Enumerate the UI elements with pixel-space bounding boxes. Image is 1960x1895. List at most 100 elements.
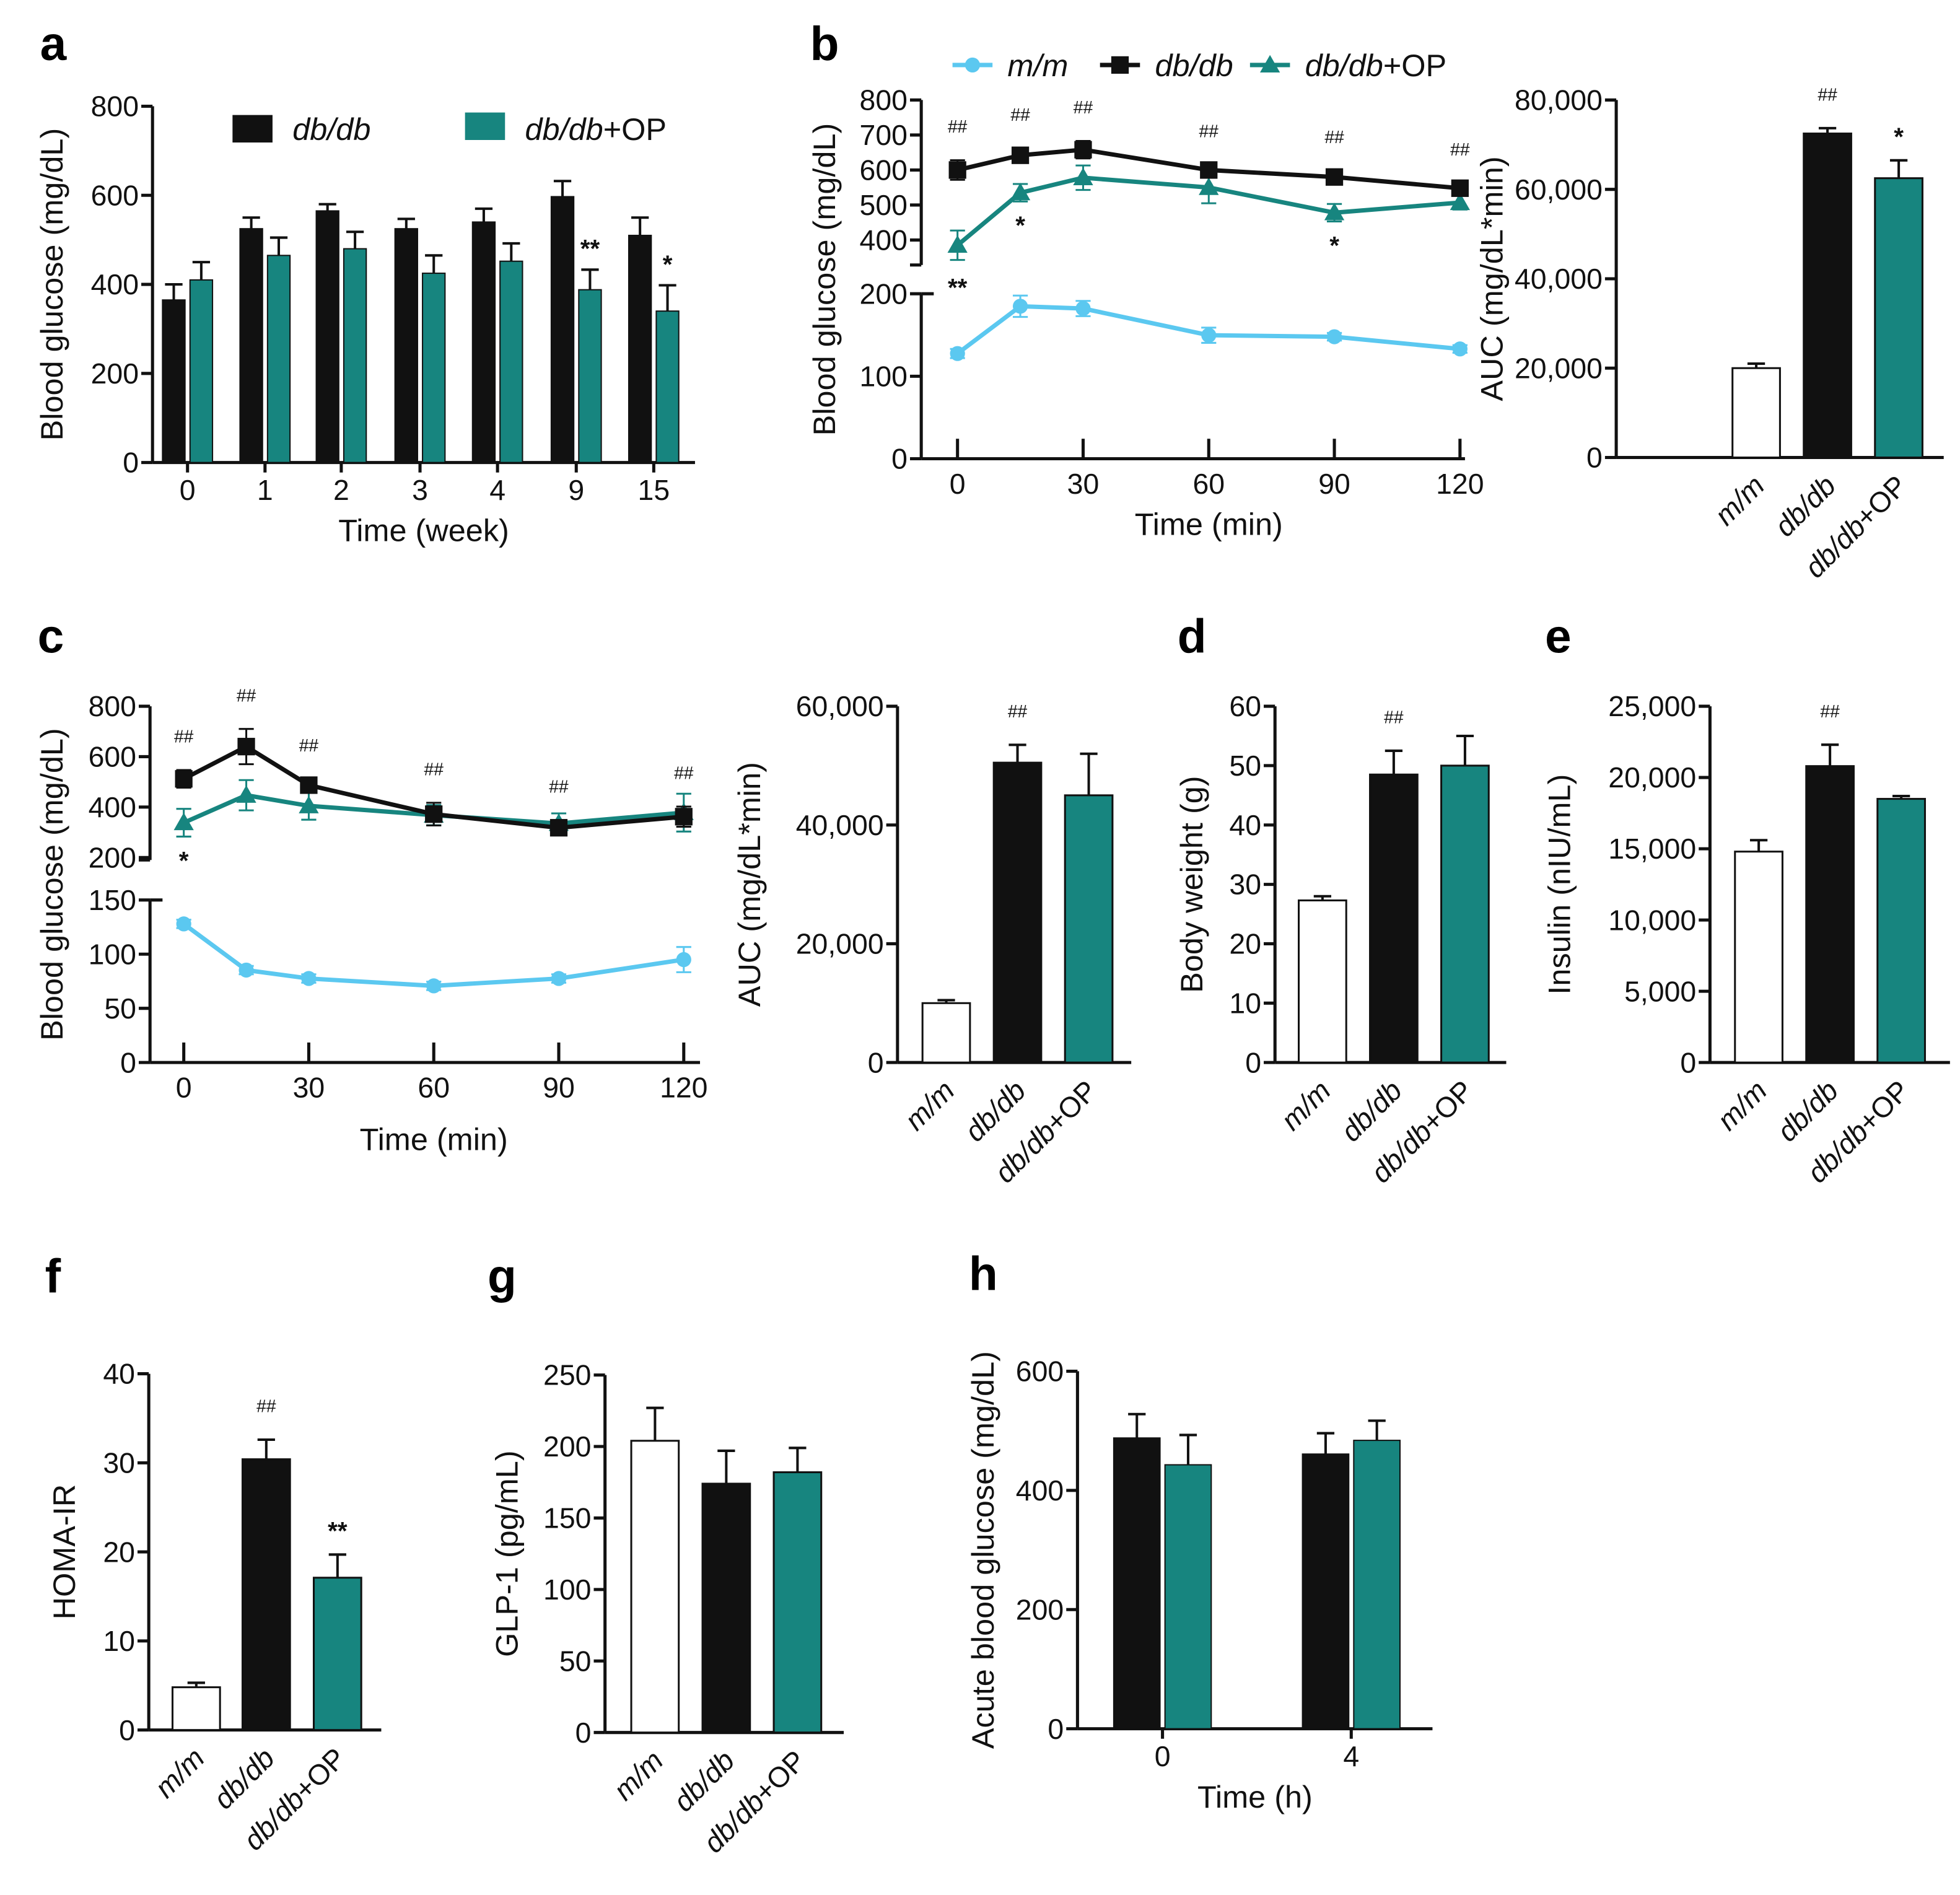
panel-b1-letter: b	[810, 18, 839, 71]
panel-b1-point-mm	[1452, 341, 1468, 357]
panel-c1-line-db	[183, 744, 685, 830]
panel-c1-significance-hash: ##	[674, 763, 694, 783]
panel-b1-point-op	[1450, 192, 1470, 211]
panel-b1-x-tick-label: 120	[1436, 468, 1484, 500]
panel-d-y-tick-label: 50	[1229, 750, 1261, 782]
panel-b1-point-db	[1451, 179, 1469, 197]
panel-d-letter: d	[1178, 610, 1207, 663]
panel-c1-upper-y-tick-label: 600	[89, 741, 136, 773]
panel-a-bar-db	[315, 210, 339, 463]
panel-b1-point-db	[1325, 168, 1344, 186]
panel-b1-point-op	[1324, 203, 1345, 221]
panel-d-bar-mm	[1298, 899, 1347, 1064]
panel-h-x-tick-label: 4	[1343, 1740, 1359, 1772]
panel-e-y-tick-label: 5,000	[1624, 975, 1696, 1007]
panel-f-y-axis-title: HOMA-IR	[46, 1484, 82, 1620]
panel-a-bar-op	[343, 248, 367, 463]
panel-c1-point-db	[175, 770, 193, 788]
panel-e-y-tick-label: 20,000	[1608, 761, 1696, 794]
panel-a-x-tick-label: 15	[638, 474, 670, 506]
panel-a-x-tick-label: 3	[412, 474, 428, 506]
panel-b1-point-mm	[1075, 300, 1091, 317]
panel-c1-point-mm	[551, 971, 567, 986]
panel-b1-point-mm	[1012, 299, 1028, 314]
panel-c1-upper-y-tick-label: 400	[89, 791, 136, 823]
panel-b1-significance: *	[1329, 231, 1339, 260]
panel-f-y-tick-label: 40	[103, 1358, 135, 1390]
panel-c1-point-db	[675, 808, 693, 826]
panel-b2-y-tick-label: 60,000	[1515, 173, 1603, 206]
panel-a-bar-db	[394, 228, 418, 463]
panel-b2-significance: *	[1894, 123, 1904, 151]
panel-g-bar-op	[772, 1471, 823, 1734]
panel-b1-significance: **	[948, 273, 968, 302]
panel-c1-lower-y-tick-label: 150	[89, 884, 136, 916]
panel-a-legend-swatch-db	[232, 115, 273, 143]
panel-f-y-tick-label: 0	[119, 1714, 135, 1746]
panel-c1-significance: *	[179, 846, 189, 875]
panel-h-x-tick-label: 0	[1155, 1740, 1171, 1772]
panel-c1-point-db	[237, 738, 255, 756]
panel-a-legend-swatch-op	[465, 112, 505, 140]
panel-c1-point-db	[425, 805, 443, 823]
panel-a-y-tick-label: 0	[123, 447, 139, 479]
panel-b2-y-tick-label: 0	[1586, 442, 1603, 474]
panel-e-bar-mm	[1734, 851, 1783, 1064]
panel-a-y-tick-label: 600	[91, 179, 139, 211]
panel-a-x-tick-label: 0	[180, 474, 196, 506]
panel-g-letter: g	[488, 1250, 517, 1303]
panel-c1-significance-hash: ##	[237, 685, 256, 705]
panel-e-y-axis-title: Insulin (nIU/mL)	[1541, 774, 1577, 995]
panel-b1-legend-marker	[965, 57, 980, 73]
panel-c1-x-tick-label: 120	[660, 1072, 707, 1104]
panel-c1-point-op	[173, 812, 194, 831]
panel-b2-y-tick-label: 80,000	[1515, 84, 1603, 116]
panel-a-significance: *	[663, 250, 673, 278]
panel-b1-point-db	[1200, 161, 1218, 179]
panel-g-bar-mm	[630, 1440, 680, 1734]
panel-h-x-axis-title: Time (h)	[1197, 1779, 1313, 1814]
panel-b1-legend-label: db/db+OP	[1305, 48, 1447, 83]
panel-c1-point-mm	[426, 978, 442, 994]
panel-f-bar-op	[312, 1577, 362, 1731]
panel-d-y-tick-label: 10	[1229, 987, 1261, 1019]
panel-e-bar-op	[1876, 798, 1926, 1064]
panel-b2-y-axis-title: AUC (mg/dL*min)	[1474, 156, 1509, 401]
panel-c1-letter: c	[38, 610, 64, 663]
panel-b2-x-tick-label: m/m	[1708, 469, 1771, 532]
panel-a-significance: **	[580, 234, 600, 263]
panel-c2-y-tick-label: 60,000	[796, 690, 884, 722]
panel-c1-significance-hash: ##	[424, 759, 444, 779]
panel-c1-x-tick-label: 30	[293, 1072, 325, 1104]
panel-b1-upper-y-tick-label: 600	[860, 154, 908, 186]
panel-c1-significance-hash: ##	[174, 727, 194, 746]
panel-a-y-tick-label: 200	[91, 357, 139, 390]
panel-c1-significance-hash: ##	[549, 777, 569, 797]
panel-b1-x-tick-label: 60	[1192, 468, 1225, 500]
panel-b1-point-mm	[1326, 329, 1342, 344]
panel-f-bar-mm	[171, 1686, 221, 1731]
panel-b1-upper-y-tick-label: 700	[860, 119, 908, 151]
panel-a-legend-label: db/db+OP	[525, 112, 667, 147]
panel-a-bar-db	[162, 299, 186, 463]
panel-c1-point-db	[549, 819, 568, 837]
panel-f-x-tick-label: m/m	[149, 1741, 211, 1804]
panel-c1-y-axis-title: Blood glucose (mg/dL)	[34, 728, 69, 1041]
panel-e-y-tick-label: 10,000	[1608, 904, 1696, 936]
panel-a-bar-db	[471, 221, 496, 463]
panel-g-y-tick-label: 250	[543, 1359, 591, 1391]
panel-g-x-tick-label: m/m	[607, 1744, 670, 1806]
panel-a-bar-op	[422, 273, 446, 463]
panel-a-x-axis-title: Time (week)	[338, 513, 509, 548]
panel-c1-x-tick-label: 90	[543, 1072, 575, 1104]
panel-b1-point-op	[1199, 177, 1219, 195]
panel-c1-point-mm	[676, 952, 691, 968]
panel-c1-x-tick-label: 0	[176, 1072, 192, 1104]
panel-a-y-tick-label: 800	[91, 90, 139, 123]
panel-g-y-axis-title: GLP-1 (pg/mL)	[489, 1450, 524, 1657]
panel-c1-line-op	[183, 793, 685, 826]
panel-e-letter: e	[1545, 610, 1572, 663]
panel-b1-x-axis-title: Time (min)	[1135, 507, 1283, 542]
panel-f-y-tick-label: 10	[103, 1625, 135, 1657]
